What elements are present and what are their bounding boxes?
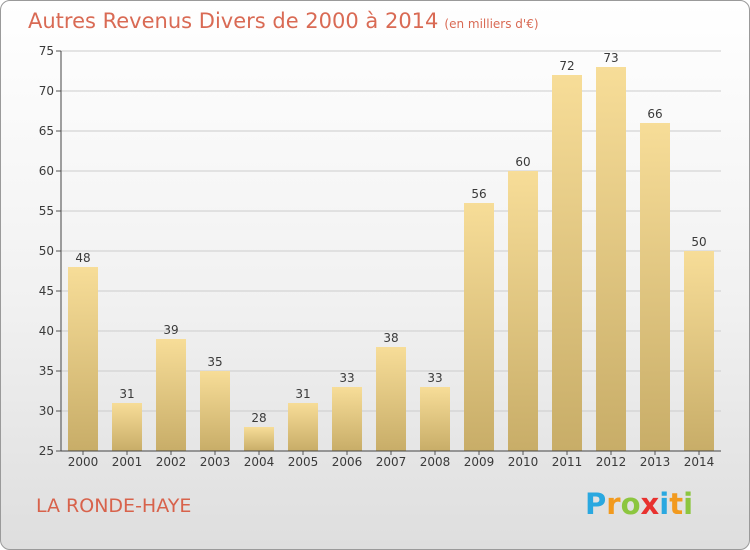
y-tick-label-40: 40 xyxy=(39,324,54,338)
bar-2007 xyxy=(376,347,406,451)
data-label-2007: 38 xyxy=(383,331,398,345)
bar-2008 xyxy=(420,387,450,451)
logo-letter: t xyxy=(669,487,684,521)
bar-2001 xyxy=(112,403,142,451)
y-tick-label-65: 65 xyxy=(39,124,54,138)
bar-2003 xyxy=(200,371,230,451)
chart-title-text: Autres Revenus Divers de 2000 à 2014 xyxy=(28,9,439,33)
x-tick-label-2001: 2001 xyxy=(112,455,143,469)
x-tick-label-2011: 2011 xyxy=(552,455,583,469)
data-label-2014: 50 xyxy=(691,235,706,249)
logo-letter: x xyxy=(640,487,660,521)
bar-2011 xyxy=(552,75,582,451)
chart-title: Autres Revenus Divers de 2000 à 2014 (en … xyxy=(28,9,539,33)
x-tick-label-2005: 2005 xyxy=(288,455,319,469)
bar-2013 xyxy=(640,123,670,451)
y-tick-label-60: 60 xyxy=(39,164,54,178)
data-label-2001: 31 xyxy=(119,387,134,401)
logo-letter: i xyxy=(659,487,670,521)
y-tick-label-30: 30 xyxy=(39,404,54,418)
x-tick-label-2003: 2003 xyxy=(200,455,231,469)
y-tick-label-70: 70 xyxy=(39,84,54,98)
y-tick-label-45: 45 xyxy=(39,284,54,298)
data-label-2010: 60 xyxy=(515,155,530,169)
proxiti-logo: Proxiti xyxy=(585,487,693,521)
y-tick-label-50: 50 xyxy=(39,244,54,258)
data-label-2013: 66 xyxy=(647,107,662,121)
logo-letter: P xyxy=(585,487,607,521)
bar-2005 xyxy=(288,403,318,451)
y-tick-label-35: 35 xyxy=(39,364,54,378)
bar-2002 xyxy=(156,339,186,451)
x-tick-label-2010: 2010 xyxy=(508,455,539,469)
data-label-2006: 33 xyxy=(339,371,354,385)
data-label-2009: 56 xyxy=(471,187,486,201)
x-tick-labels: 2000 2001 2002 2003 2004 2005 2006 2007 2008 2009… xyxy=(68,455,715,469)
axes xyxy=(60,51,721,452)
logo-letter: r xyxy=(606,487,621,521)
x-tick-label-2007: 2007 xyxy=(376,455,407,469)
x-tick-label-2006: 2006 xyxy=(332,455,363,469)
y-tick-label-25: 25 xyxy=(39,444,54,458)
data-label-2000: 48 xyxy=(75,251,90,265)
logo-letter: i xyxy=(683,487,694,521)
data-labels: 48 31 39 35 28 31 33 38 33 56 60 72 73 66 50 xyxy=(75,51,706,425)
chart-title-unit: (en milliers d'€) xyxy=(444,17,539,31)
logo-letter: o xyxy=(620,487,641,521)
data-label-2012: 73 xyxy=(603,51,618,65)
commune-name: LA RONDE-HAYE xyxy=(36,495,192,517)
bar-2006 xyxy=(332,387,362,451)
x-tick-label-2000: 2000 xyxy=(68,455,99,469)
bar-2012 xyxy=(596,67,626,451)
x-tick-label-2009: 2009 xyxy=(464,455,495,469)
x-tick-label-2012: 2012 xyxy=(596,455,627,469)
bar-2010 xyxy=(508,171,538,451)
data-label-2004: 28 xyxy=(251,411,266,425)
y-tick-labels: 25 30 35 40 45 50 55 60 65 70 75 xyxy=(39,44,54,458)
x-tick-label-2014: 2014 xyxy=(684,455,715,469)
y-tick-label-75: 75 xyxy=(39,44,54,58)
data-label-2011: 72 xyxy=(559,59,574,73)
data-label-2003: 35 xyxy=(207,355,222,369)
bars xyxy=(68,67,714,455)
bar-2009 xyxy=(464,203,494,451)
data-label-2002: 39 xyxy=(163,323,178,337)
y-tick-label-55: 55 xyxy=(39,204,54,218)
x-tick-label-2004: 2004 xyxy=(244,455,275,469)
data-label-2008: 33 xyxy=(427,371,442,385)
bar-2014 xyxy=(684,251,714,451)
x-tick-label-2008: 2008 xyxy=(420,455,451,469)
bar-2000 xyxy=(68,267,98,451)
x-tick-label-2013: 2013 xyxy=(640,455,671,469)
data-label-2005: 31 xyxy=(295,387,310,401)
x-tick-label-2002: 2002 xyxy=(156,455,187,469)
bar-2004 xyxy=(244,427,274,451)
